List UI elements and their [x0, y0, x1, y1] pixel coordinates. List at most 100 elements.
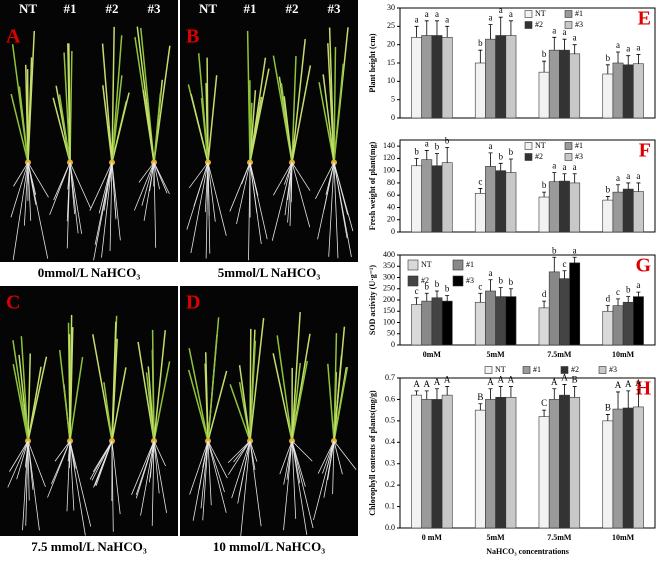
- bar: [506, 36, 516, 119]
- legend-label: #3: [609, 365, 617, 374]
- bar: [613, 192, 623, 232]
- significance-letter: A: [444, 375, 451, 385]
- bar: [432, 166, 442, 232]
- significance-letter: a: [509, 9, 513, 19]
- x-tick-label: 7.5mM: [547, 350, 572, 359]
- y-axis-label: Plant height (cm): [368, 33, 377, 92]
- significance-letter: c: [616, 287, 620, 297]
- error-bar: [562, 39, 566, 50]
- significance-letter: b: [626, 285, 631, 295]
- significance-letter: a: [626, 44, 630, 54]
- bar: [559, 279, 569, 345]
- y-tick-label: 200: [383, 295, 395, 304]
- bar: [623, 302, 633, 345]
- significance-letter: b: [445, 135, 450, 145]
- bar: [623, 65, 633, 118]
- significance-letter: a: [616, 173, 620, 183]
- y-tick-label: 0.2: [385, 480, 395, 489]
- error-bar: [415, 26, 419, 37]
- significance-letter: a: [562, 162, 566, 172]
- error-bar: [626, 56, 630, 65]
- significance-letter: a: [552, 25, 556, 35]
- y-tick-label: 0: [391, 113, 395, 122]
- significance-letter: B: [572, 375, 578, 385]
- bar: [539, 72, 549, 118]
- bar: [485, 166, 495, 232]
- legend-swatch: [525, 11, 532, 18]
- bar: [570, 183, 580, 232]
- significance-letter: A: [625, 379, 632, 389]
- error-bar: [616, 392, 620, 409]
- bar: [442, 395, 452, 528]
- error-bar: [626, 183, 630, 189]
- significance-letter: A: [497, 375, 504, 385]
- error-bar: [499, 17, 503, 35]
- bar: [613, 63, 623, 118]
- error-bar: [478, 188, 482, 193]
- significance-letter: a: [552, 161, 556, 171]
- bar: [475, 63, 485, 118]
- legend-label: NT: [535, 9, 546, 18]
- legend-label: #1: [575, 9, 583, 18]
- significance-letter: a: [425, 138, 429, 148]
- legend-swatch: [523, 367, 530, 374]
- bar: [432, 298, 442, 345]
- error-bar: [499, 288, 503, 297]
- legend-label: #3: [466, 276, 474, 285]
- significance-letter: c: [415, 286, 419, 296]
- legend-label: NT: [535, 141, 546, 150]
- panel-letter: G: [635, 255, 651, 277]
- bar: [422, 36, 432, 119]
- significance-letter: b: [498, 151, 503, 161]
- legend-label: #3: [575, 20, 583, 29]
- y-tick-label: 0.6: [385, 394, 395, 403]
- significance-letter: b: [498, 276, 503, 286]
- legend-label: #1: [466, 260, 474, 269]
- error-bar: [425, 293, 429, 301]
- significance-letter: A: [508, 375, 515, 385]
- bar: [539, 308, 549, 345]
- significance-letter: b: [435, 142, 440, 152]
- error-bar: [562, 174, 566, 181]
- bar: [506, 397, 516, 528]
- bar: [496, 397, 506, 528]
- legend-swatch: [565, 154, 572, 161]
- bar: [549, 399, 559, 528]
- significance-letter: a: [489, 13, 493, 23]
- bar: [422, 399, 432, 528]
- y-tick-label: 30: [387, 3, 395, 12]
- significance-letter: b: [435, 279, 440, 289]
- error-bar: [636, 183, 640, 192]
- bar: [559, 181, 569, 232]
- error-bar: [499, 387, 503, 398]
- photo-header: #3: [328, 1, 342, 16]
- photo-header: #2: [106, 1, 119, 16]
- bar: [475, 302, 485, 345]
- photo-caption: 5mmol/L NaHCO₃: [218, 265, 321, 280]
- significance-letter: A: [635, 378, 642, 388]
- error-bar: [499, 163, 503, 170]
- legend-swatch: [408, 276, 418, 286]
- significance-letter: b: [606, 53, 611, 63]
- bar: [485, 291, 495, 345]
- x-tick-label: 5mM: [487, 350, 506, 359]
- error-bar: [489, 280, 493, 291]
- error-bar: [478, 404, 482, 410]
- significance-letter: B: [477, 392, 483, 402]
- bar: [570, 54, 580, 118]
- significance-letter: a: [636, 43, 640, 53]
- bar: [506, 173, 516, 232]
- bar: [422, 160, 432, 232]
- significance-letter: A: [413, 379, 420, 389]
- error-bar: [445, 296, 449, 302]
- y-tick-label: 100: [383, 165, 395, 174]
- legend-swatch: [453, 276, 463, 286]
- error-bar: [435, 153, 439, 165]
- y-tick-label: 25: [387, 21, 395, 30]
- bar: [411, 395, 421, 528]
- significance-letter: a: [636, 280, 640, 290]
- error-bar: [509, 289, 513, 297]
- significance-letter: c: [478, 177, 482, 187]
- error-bar: [445, 26, 449, 37]
- significance-letter: d: [542, 289, 547, 299]
